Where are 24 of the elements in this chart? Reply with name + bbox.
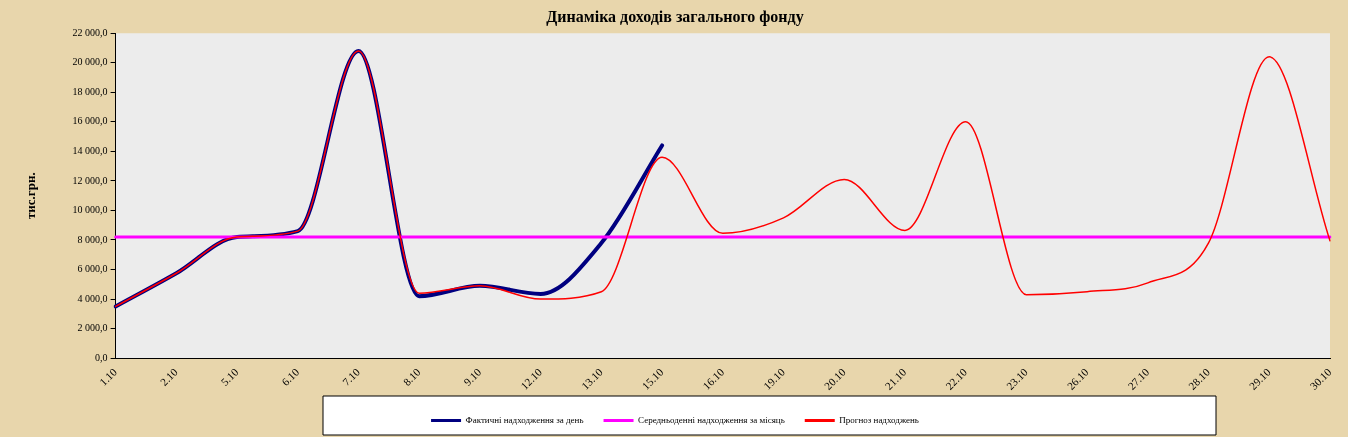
y-tick-label: 20 000,0 <box>72 56 108 68</box>
y-tick-label: 16 000,0 <box>72 115 108 127</box>
legend-label: Середньоденні надходження за місяць <box>638 414 785 425</box>
y-tick-label: 22 000,0 <box>72 26 108 38</box>
x-tick-label: 8.10 <box>400 365 424 388</box>
y-tick-label: 8 000,0 <box>77 233 108 245</box>
x-tick-label: 6.10 <box>279 365 302 388</box>
y-tick-label: 12 000,0 <box>72 174 108 186</box>
legend-label: Фактичні надходження за день <box>465 414 584 425</box>
y-tick-label: 18 000,0 <box>72 85 108 97</box>
y-tick-label: 0,0 <box>95 351 108 363</box>
y-tick-label: 2 000,0 <box>77 322 108 334</box>
y-tick-label: 6 000,0 <box>77 263 108 275</box>
chart-title: Динаміка доходів загального фонду <box>546 7 804 26</box>
y-axis-title: тис.грн. <box>23 172 39 220</box>
y-tick-label: 4 000,0 <box>77 292 108 304</box>
legend-label: Прогноз надходжень <box>839 414 919 425</box>
x-tick-label: 5.10 <box>218 365 241 388</box>
x-tick-label: 9.10 <box>461 365 484 388</box>
y-tick-label: 10 000,0 <box>72 204 108 216</box>
x-tick-label: 7.10 <box>339 365 363 388</box>
x-tick-label: 1.10 <box>96 365 120 388</box>
y-tick-label: 14 000,0 <box>72 144 108 156</box>
x-tick-label: 2.10 <box>157 365 181 388</box>
